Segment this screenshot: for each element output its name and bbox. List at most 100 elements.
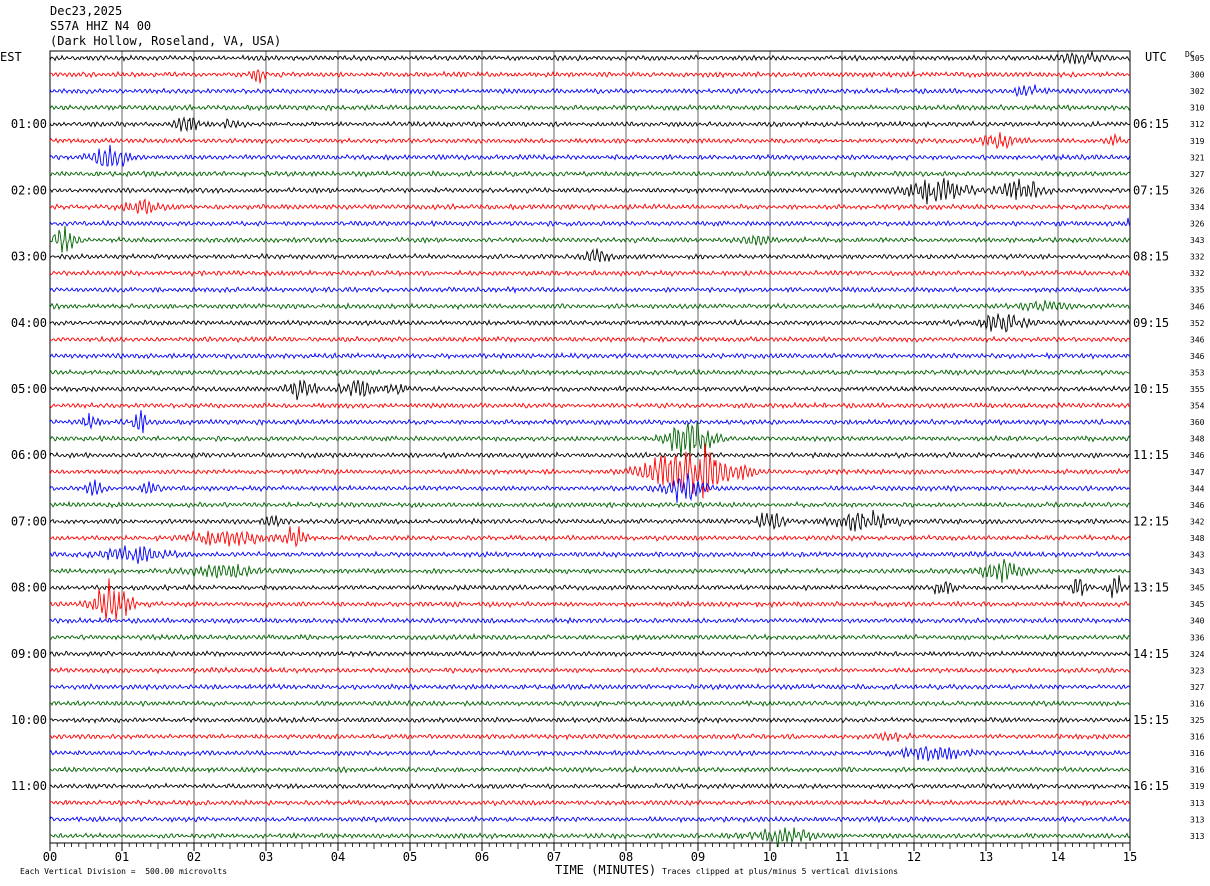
dc-offset-label: 354 [1190, 402, 1205, 411]
trace-line [49, 578, 1131, 621]
trace-line [49, 558, 1131, 583]
dc-offset-label: 316 [1190, 699, 1205, 708]
trace-line [49, 248, 1131, 263]
dc-offset-label: 302 [1190, 87, 1205, 96]
dc-offset-label: 346 [1190, 302, 1205, 311]
trace-line [49, 335, 1131, 344]
trace-line [49, 666, 1131, 675]
trace-line [49, 313, 1131, 333]
dc-offset-label: 313 [1190, 832, 1205, 841]
dc-offset-label: 313 [1190, 799, 1205, 808]
dc-offset-label: 326 [1190, 220, 1205, 229]
left-hour-label: 10:00 [11, 713, 47, 727]
dc-offset-label: 334 [1190, 203, 1205, 212]
dc-offset-label: 316 [1190, 766, 1205, 775]
dc-offset-label: 342 [1190, 517, 1205, 526]
trace-line [49, 198, 1131, 215]
x-tick-label: 00 [43, 850, 57, 864]
dc-offset-label: 347 [1190, 468, 1205, 477]
trace-line [49, 144, 1131, 167]
trace-line [49, 443, 1131, 499]
dc-offset-label: 343 [1190, 236, 1205, 245]
dc-offset-label: 325 [1190, 716, 1205, 725]
left-hour-label: 11:00 [11, 779, 47, 793]
plot-frame [49, 50, 1131, 844]
station-code: S57A HHZ N4 00 [50, 19, 152, 33]
trace-line [49, 410, 1131, 434]
trace-line [49, 545, 1131, 564]
right-hour-label: 15:15 [1133, 713, 1169, 727]
right-hour-label: 13:15 [1133, 581, 1169, 595]
dc-offset-label: 344 [1190, 484, 1205, 493]
right-hour-label: 06:15 [1133, 117, 1169, 131]
trace-line [49, 526, 1131, 548]
trace-line [49, 421, 1131, 457]
trace-line [49, 170, 1131, 178]
x-tick-label: 09 [691, 850, 705, 864]
x-tick-label: 06 [475, 850, 489, 864]
trace-line [49, 716, 1131, 724]
dc-offset-label: 323 [1190, 666, 1205, 675]
trace-line [49, 699, 1131, 708]
trace-line [49, 225, 1131, 253]
right-hour-label: 14:15 [1133, 647, 1169, 661]
trace-line [49, 269, 1131, 278]
dc-offset-label: 355 [1190, 385, 1205, 394]
dc-offset-label: 336 [1190, 633, 1205, 642]
right-hour-label: 08:15 [1133, 250, 1169, 264]
dc-offset-label: 319 [1190, 782, 1205, 791]
dc-offset-label: 324 [1190, 650, 1205, 659]
dc-offset-label: 346 [1190, 352, 1205, 361]
x-tick-label: 12 [907, 850, 921, 864]
trace-line [49, 178, 1131, 205]
dc-offset-label: 335 [1190, 286, 1205, 295]
dc-offset-label: 332 [1190, 269, 1205, 278]
dc-offset-label: 310 [1190, 104, 1205, 113]
dc-offset-label: 352 [1190, 319, 1205, 328]
dc-offset-label: 353 [1190, 368, 1205, 377]
plot-date: Dec23,2025 [50, 4, 123, 18]
dc-offset-label: 321 [1190, 153, 1205, 162]
dc-offset-label: 327 [1190, 170, 1205, 179]
trace-line [49, 401, 1131, 410]
dc-offset-label: 343 [1190, 551, 1205, 560]
dc-offset-label: 340 [1190, 617, 1205, 626]
dc-offset-label: 345 [1190, 600, 1205, 609]
dc-offset-label: 346 [1190, 451, 1205, 460]
dc-offset-label: 316 [1190, 749, 1205, 758]
left-hour-label: 09:00 [11, 647, 47, 661]
trace-line [49, 765, 1131, 774]
x-tick-label: 08 [619, 850, 633, 864]
x-tick-label: 07 [547, 850, 561, 864]
trace-line [49, 451, 1131, 460]
trace-line [49, 745, 1131, 762]
trace-line [49, 815, 1131, 824]
clip-note: Traces clipped at plus/minus 5 vertical … [662, 867, 899, 876]
trace-line [49, 500, 1131, 509]
x-tick-label: 02 [187, 850, 201, 864]
trace-line [49, 351, 1131, 360]
trace-line [49, 217, 1131, 228]
left-hour-label: 08:00 [11, 581, 47, 595]
right-hour-label: 11:15 [1133, 448, 1169, 462]
trace-line [49, 285, 1130, 295]
trace-line [50, 68, 1131, 84]
dc-offset-label: 313 [1190, 815, 1205, 824]
right-axis-label: UTC [1145, 50, 1167, 64]
trace-line [49, 730, 1131, 742]
x-axis-title: TIME (MINUTES) [555, 863, 657, 877]
station-location: (Dark Hollow, Roseland, VA, USA) [50, 34, 282, 48]
right-hour-label: 07:15 [1133, 183, 1169, 197]
dc-offset-label: 346 [1190, 335, 1205, 344]
x-tick-label: 11 [835, 850, 849, 864]
dc-offset-label: 360 [1190, 418, 1205, 427]
trace-line [49, 616, 1131, 625]
dc-label: DC [1185, 50, 1195, 59]
dc-offset-label: 312 [1190, 120, 1205, 129]
trace-line [49, 103, 1131, 112]
dc-offset-label: 345 [1190, 584, 1205, 593]
trace-line [49, 300, 1131, 312]
left-hour-label: 05:00 [11, 382, 47, 396]
trace-line [49, 682, 1131, 692]
